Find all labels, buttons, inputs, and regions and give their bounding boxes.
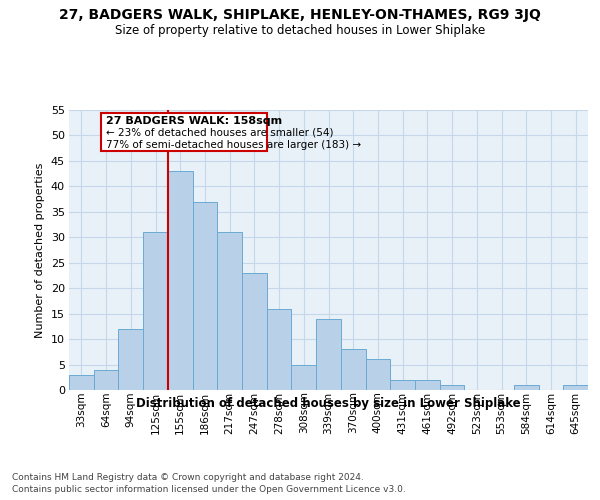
Bar: [292, 364, 316, 390]
Text: Contains HM Land Registry data © Crown copyright and database right 2024.: Contains HM Land Registry data © Crown c…: [12, 472, 364, 482]
Bar: [390, 380, 415, 390]
Bar: [440, 385, 464, 390]
Bar: [514, 385, 539, 390]
Bar: [316, 318, 341, 390]
Text: 27, BADGERS WALK, SHIPLAKE, HENLEY-ON-THAMES, RG9 3JQ: 27, BADGERS WALK, SHIPLAKE, HENLEY-ON-TH…: [59, 8, 541, 22]
Y-axis label: Number of detached properties: Number of detached properties: [35, 162, 45, 338]
Bar: [118, 329, 143, 390]
Bar: [143, 232, 168, 390]
Bar: [267, 308, 292, 390]
Bar: [217, 232, 242, 390]
Bar: [168, 171, 193, 390]
Text: Contains public sector information licensed under the Open Government Licence v3: Contains public sector information licen…: [12, 485, 406, 494]
Bar: [242, 273, 267, 390]
Bar: [415, 380, 440, 390]
Text: ← 23% of detached houses are smaller (54): ← 23% of detached houses are smaller (54…: [106, 128, 334, 138]
Text: Distribution of detached houses by size in Lower Shiplake: Distribution of detached houses by size …: [136, 398, 521, 410]
Text: Size of property relative to detached houses in Lower Shiplake: Size of property relative to detached ho…: [115, 24, 485, 37]
Bar: [365, 360, 390, 390]
Bar: [563, 385, 588, 390]
Text: 27 BADGERS WALK: 158sqm: 27 BADGERS WALK: 158sqm: [106, 116, 282, 126]
Bar: [341, 350, 365, 390]
Bar: [69, 374, 94, 390]
Bar: [193, 202, 217, 390]
FancyBboxPatch shape: [101, 112, 267, 150]
Bar: [94, 370, 118, 390]
Text: 77% of semi-detached houses are larger (183) →: 77% of semi-detached houses are larger (…: [106, 140, 361, 149]
